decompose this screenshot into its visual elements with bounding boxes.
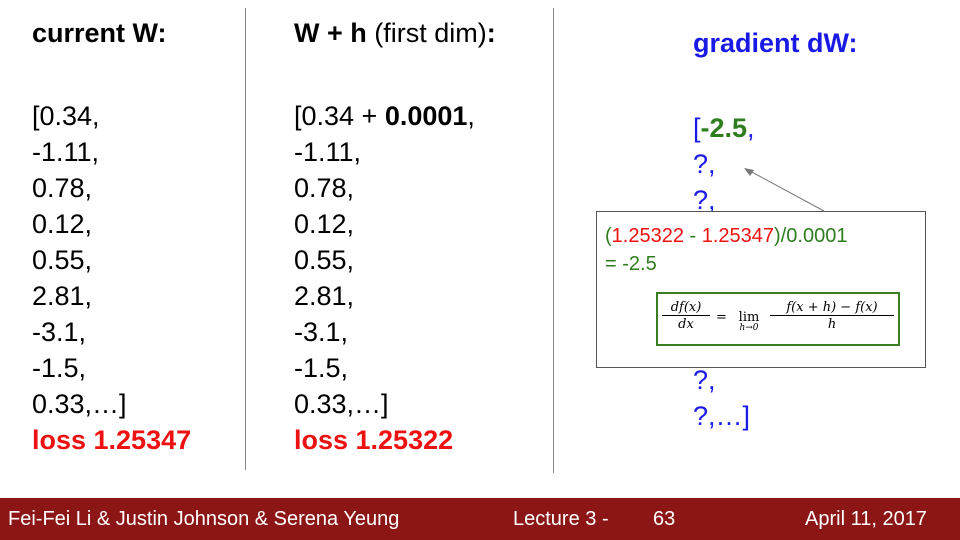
current-w-heading: current W: bbox=[32, 18, 167, 48]
list-item: 0.55, bbox=[294, 245, 355, 275]
footer-slide-number: 63 bbox=[653, 508, 676, 530]
list-item: 0.55, bbox=[32, 245, 93, 275]
list-item: ?,…] bbox=[693, 401, 751, 431]
list-item: -1.11, bbox=[32, 137, 100, 167]
w-plus-h-list: [0.34 + 0.0001, -1.11, 0.78, 0.12, 0.55,… bbox=[294, 98, 475, 458]
w-plus-h-label: W + h bbox=[294, 18, 367, 48]
gradient-heading: gradient dW: bbox=[693, 28, 858, 58]
step-h-value: 0.0001 bbox=[384, 101, 468, 131]
list-item: 0.12, bbox=[294, 209, 355, 239]
list-item: 0.78, bbox=[294, 173, 355, 203]
gradient-list-top: [-2.5, ?, ?, bbox=[693, 110, 755, 218]
footer-bar: Fei-Fei Li & Justin Johnson & Serena Yeu… bbox=[0, 498, 960, 540]
footer-date: April 11, 2017 bbox=[805, 508, 927, 530]
list-item: 0.33,…] bbox=[294, 389, 389, 419]
divider-right bbox=[553, 8, 554, 473]
equals-sign: = bbox=[716, 310, 727, 325]
list-item: 2.81, bbox=[294, 281, 355, 311]
list-item: -3.1, bbox=[294, 317, 349, 347]
w-plus-h-heading: W + h (first dim): bbox=[294, 18, 496, 49]
first-dim-label: (first dim) bbox=[366, 18, 487, 48]
list-item: -1.11, bbox=[294, 137, 362, 167]
list-item: ?, bbox=[693, 185, 716, 215]
difference-quotient: (1.25322 - 1.25347)/0.0001 bbox=[605, 225, 848, 247]
list-item: 0.78, bbox=[32, 173, 93, 203]
list-item: 0.33,…] bbox=[32, 389, 127, 419]
divider-left bbox=[245, 8, 246, 470]
lhs-fraction: df(x) dx bbox=[662, 300, 710, 332]
list-item-first: [0.34 + 0.0001, bbox=[294, 101, 475, 131]
list-item: [0.34, bbox=[32, 101, 100, 131]
limit-operator: lim h→0 bbox=[738, 310, 760, 333]
old-loss-value: 1.25347 bbox=[701, 225, 775, 247]
derivative-formula: df(x) dx = lim h→0 f(x + h) − f(x) h bbox=[656, 292, 900, 346]
footer-authors: Fei-Fei Li & Justin Johnson & Serena Yeu… bbox=[8, 508, 400, 530]
current-w-list: [0.34, -1.11, 0.78, 0.12, 0.55, 2.81, -3… bbox=[32, 98, 191, 458]
result-value: = -2.5 bbox=[605, 253, 657, 275]
list-item: ?, bbox=[693, 149, 716, 179]
gradient-first-item: [-2.5, bbox=[693, 113, 755, 143]
new-loss-value: 1.25322 bbox=[611, 225, 684, 247]
list-item: ?, bbox=[693, 365, 716, 395]
list-item: -1.5, bbox=[32, 353, 87, 383]
gradient-list-bottom: ?, ?,…] bbox=[693, 362, 750, 434]
gradient-first-value: -2.5 bbox=[700, 113, 748, 143]
list-item: -1.5, bbox=[294, 353, 349, 383]
list-item: 0.12, bbox=[32, 209, 93, 239]
list-item: -3.1, bbox=[32, 317, 87, 347]
current-loss: loss 1.25347 bbox=[32, 425, 192, 455]
rhs-fraction: f(x + h) − f(x) h bbox=[770, 300, 894, 332]
new-loss: loss 1.25322 bbox=[294, 425, 454, 455]
heading-colon: : bbox=[486, 18, 496, 48]
computation-popup: (1.25322 - 1.25347)/0.0001 = -2.5 df(x) … bbox=[596, 211, 926, 368]
list-item: 2.81, bbox=[32, 281, 93, 311]
footer-lecture: Lecture 3 - bbox=[513, 508, 609, 530]
